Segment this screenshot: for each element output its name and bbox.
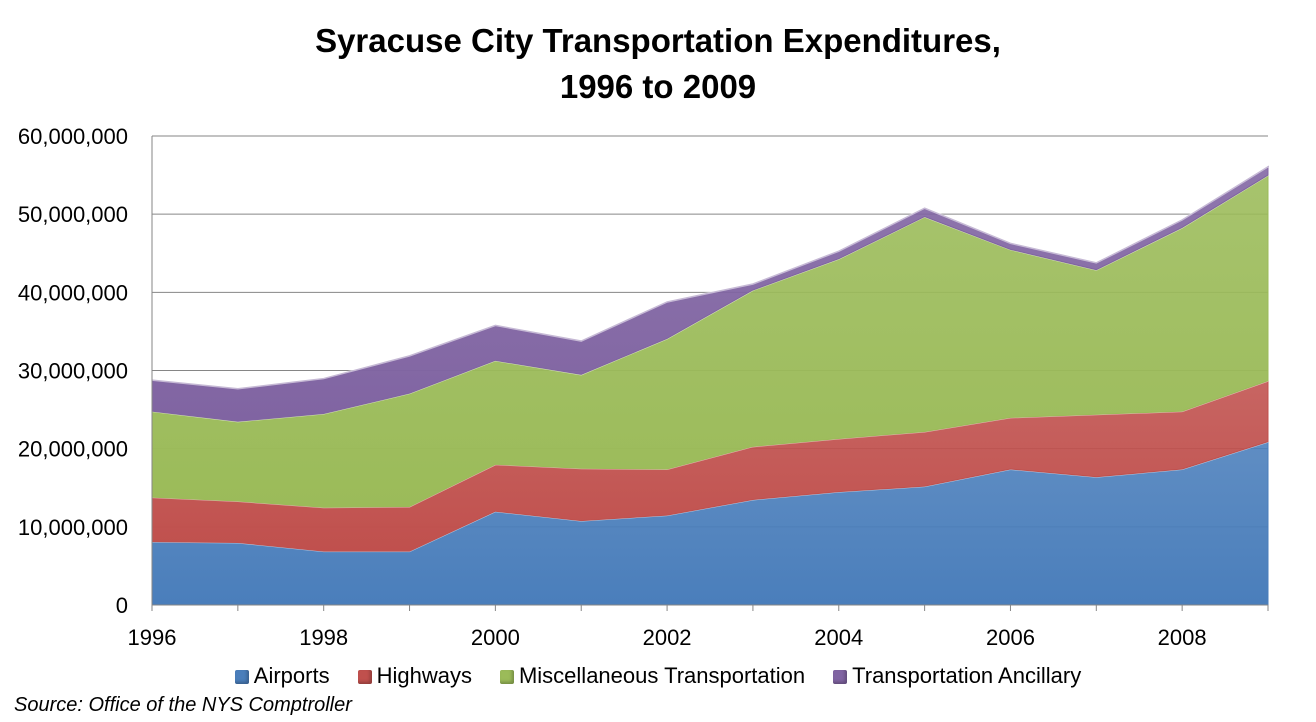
legend-swatch xyxy=(833,670,848,685)
y-tick-label: 0 xyxy=(116,593,128,618)
area-layer xyxy=(151,165,1269,606)
x-tick-label: 2004 xyxy=(814,625,863,650)
chart-title-line-2: 1996 to 2009 xyxy=(559,68,757,105)
legend-item-highways: Highways xyxy=(357,663,472,689)
legend-item-transportation-ancillary: Transportation Ancillary xyxy=(833,663,1081,689)
x-tick-label: 2006 xyxy=(986,625,1035,650)
area-edge-transportation-ancillary xyxy=(151,165,1269,390)
legend-label: Airports xyxy=(253,663,330,689)
chart-title: Syracuse City Transportation Expenditure… xyxy=(0,18,1316,110)
y-tick-label: 20,000,000 xyxy=(18,437,128,462)
legend-item-miscellaneous-transportation: Miscellaneous Transportation xyxy=(499,663,806,689)
legend-label: Miscellaneous Transportation xyxy=(518,663,806,689)
legend-item-airports: Airports xyxy=(234,663,330,689)
x-tick-label: 2008 xyxy=(1158,625,1207,650)
legend-label: Transportation Ancillary xyxy=(852,663,1082,689)
y-tick-label: 30,000,000 xyxy=(18,359,128,384)
legend-swatch xyxy=(234,670,249,685)
y-tick-label: 60,000,000 xyxy=(18,124,128,149)
y-tick-label: 10,000,000 xyxy=(18,515,128,540)
x-tick-label: 1998 xyxy=(299,625,348,650)
x-tick-label: 2002 xyxy=(643,625,692,650)
legend-swatch xyxy=(499,670,514,685)
y-tick-label: 50,000,000 xyxy=(18,202,128,227)
legend: Airports Highways Miscellaneous Transporta… xyxy=(0,662,1316,689)
y-tick-label: 40,000,000 xyxy=(18,280,128,305)
x-tick-label: 2000 xyxy=(471,625,520,650)
legend-label: Highways xyxy=(376,663,472,689)
legend-swatch xyxy=(357,670,372,685)
x-tick-label: 1996 xyxy=(128,625,177,650)
axis-layer: 0 10,000,000 20,000,000 30,000,000 40,000,00… xyxy=(18,124,1269,650)
source-note: Source: Office of the NYS Comptroller xyxy=(14,694,352,716)
chart-title-line-1: Syracuse City Transportation Expenditure… xyxy=(315,22,1001,59)
